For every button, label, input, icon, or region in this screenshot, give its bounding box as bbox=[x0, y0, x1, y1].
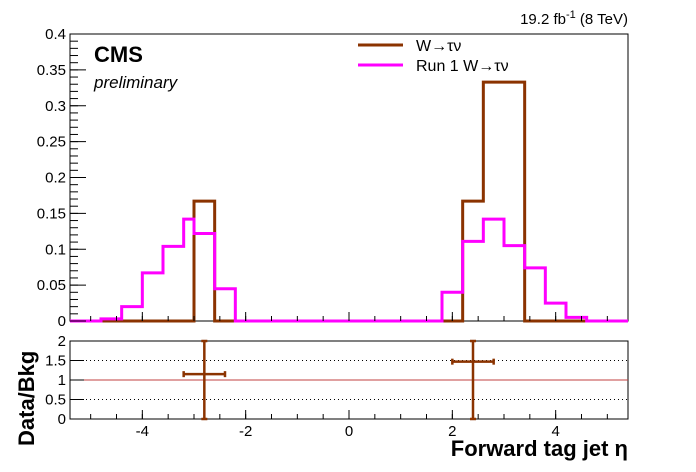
ratio-y-tick-label: 0.5 bbox=[45, 392, 66, 409]
ratio-plot-axes: 0 0.5 1 1.5 2 -4 -2 0 2 4 bbox=[45, 333, 608, 440]
main-plot-axes: 0 0.05 0.1 0.15 0.2 0.25 0.3 0.35 0.4 bbox=[37, 26, 608, 330]
ratio-data-point bbox=[451, 339, 495, 421]
legend-entry-series-1: W→τν bbox=[416, 38, 461, 55]
ratio-y-axis-title: Data/Bkg bbox=[14, 351, 39, 446]
experiment-label: CMS bbox=[94, 42, 143, 67]
main-y-tick-label: 0.4 bbox=[45, 26, 66, 43]
ratio-x-tick-label: -4 bbox=[136, 423, 149, 440]
main-y-tick-label: 0 bbox=[58, 313, 66, 330]
legend: W→τν Run 1 W→τν bbox=[358, 38, 509, 75]
ratio-x-tick-label: 4 bbox=[551, 423, 559, 440]
ratio-x-tick-label: 0 bbox=[345, 423, 353, 440]
main-plot-marks bbox=[70, 80, 628, 323]
main-y-tick-label: 0.15 bbox=[37, 205, 66, 222]
ratio-y-tick-label: 1.5 bbox=[45, 353, 66, 370]
main-y-tick-label: 0.25 bbox=[37, 134, 66, 151]
main-y-tick-label: 0.3 bbox=[45, 98, 66, 115]
ratio-plot-marks bbox=[70, 339, 628, 421]
lumi-label: 19.2 fb-1 (8 TeV) bbox=[520, 9, 628, 28]
ratio-x-tick-label: -2 bbox=[239, 423, 252, 440]
main-y-tick-label: 0.2 bbox=[45, 170, 66, 187]
ratio-y-tick-label: 1 bbox=[58, 372, 66, 389]
ratio-y-tick-label: 2 bbox=[58, 333, 66, 350]
legend-entry-series-2: Run 1 W→τν bbox=[416, 58, 509, 75]
series-2-histogram bbox=[70, 217, 628, 323]
status-label: preliminary bbox=[93, 73, 179, 92]
x-axis-title: Forward tag jet η bbox=[451, 436, 628, 461]
ratio-data-point bbox=[182, 339, 227, 421]
main-y-tick-label: 0.35 bbox=[37, 62, 66, 79]
ratio-x-tick-label: 2 bbox=[448, 423, 456, 440]
ratio-y-tick-label: 0 bbox=[58, 411, 66, 428]
main-y-tick-label: 0.1 bbox=[45, 241, 66, 258]
main-y-tick-label: 0.05 bbox=[37, 277, 66, 294]
